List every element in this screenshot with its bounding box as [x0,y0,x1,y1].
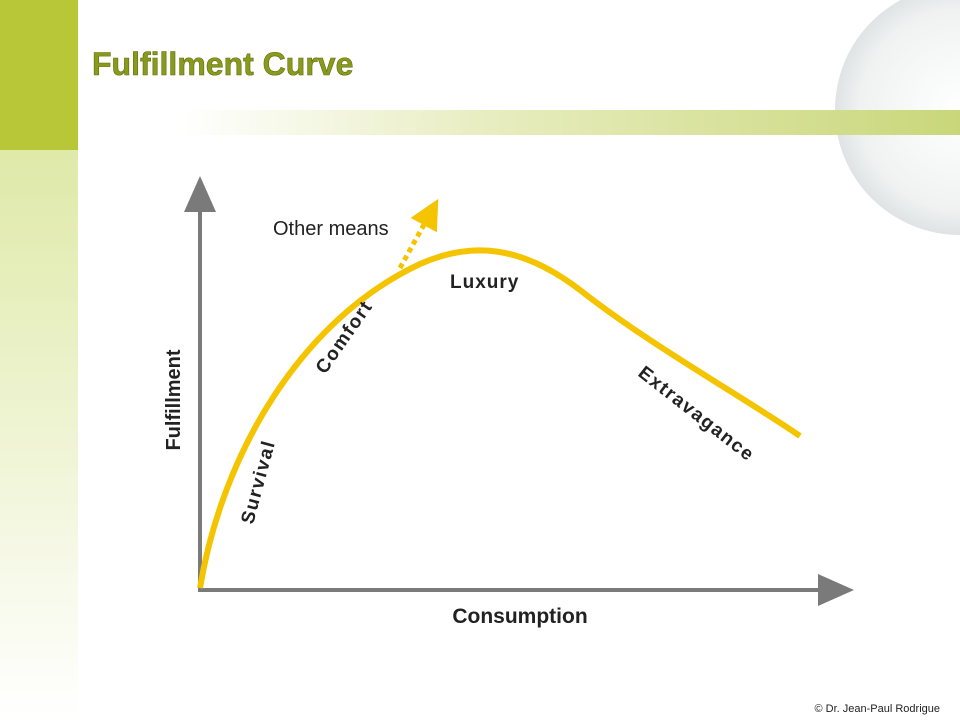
title: Fulfillment Curve [92,46,353,82]
side-band [0,150,78,720]
copyright: © Dr. Jean-Paul Rodrigue [814,703,940,715]
stage-label: Luxury [450,272,519,293]
fulfillment-curve [197,247,802,589]
other-means-arrow [397,198,439,270]
y-axis-label: Fulfillment [163,349,185,450]
branch-label: Other means [273,218,389,240]
corner-block [0,0,78,150]
x-axis-label: Consumption [452,605,587,628]
header-band [180,110,960,135]
